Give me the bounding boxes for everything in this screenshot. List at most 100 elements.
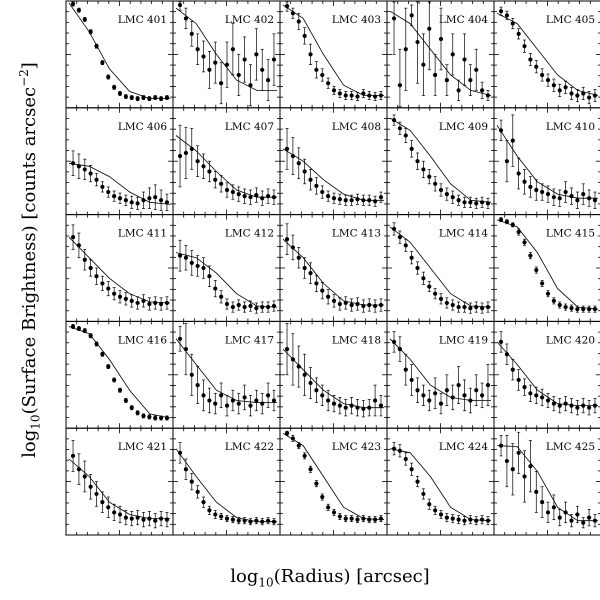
data-point: [510, 21, 515, 26]
data-point: [135, 410, 140, 415]
data-point: [378, 516, 384, 521]
panel-label: LMC 421: [118, 441, 167, 453]
data-point: [100, 281, 105, 286]
panel-label: LMC 415: [546, 228, 595, 240]
data-point: [141, 95, 146, 100]
data-point: [201, 393, 206, 398]
data-point: [415, 39, 420, 45]
data-point: [427, 284, 432, 289]
data-point: [522, 474, 527, 479]
data-point: [213, 401, 218, 406]
model-curve: [389, 226, 492, 308]
data-point: [409, 467, 414, 472]
data-point: [403, 47, 408, 52]
data-point: [361, 198, 366, 203]
data-point: [378, 93, 384, 98]
data-point: [427, 26, 432, 31]
data-point: [462, 200, 467, 205]
data-point: [76, 243, 82, 248]
data-point: [314, 67, 319, 72]
data-point: [129, 298, 134, 303]
data-point: [504, 219, 510, 224]
data-point: [195, 47, 200, 52]
data-point: [337, 197, 342, 202]
data-point: [213, 177, 218, 182]
data-point: [88, 29, 93, 34]
panel-label: LMC 425: [546, 441, 595, 453]
data-point: [450, 395, 455, 400]
data-point: [397, 448, 403, 453]
data-point: [409, 13, 414, 18]
data-point: [415, 159, 420, 164]
data-point: [545, 510, 551, 515]
data-point: [456, 382, 461, 388]
data-point: [129, 200, 134, 205]
data-point: [421, 276, 426, 281]
data-point: [326, 398, 331, 403]
data-point: [349, 198, 354, 203]
data-point: [498, 443, 504, 448]
data-point: [557, 302, 562, 308]
data-point: [540, 500, 545, 505]
model-curve: [68, 458, 170, 519]
panel-label: LMC 404: [439, 14, 488, 26]
data-point: [242, 395, 247, 400]
data-point: [296, 161, 301, 166]
data-point: [230, 304, 235, 310]
data-point: [207, 398, 212, 403]
data-point: [219, 393, 224, 398]
data-point: [153, 518, 158, 523]
data-point: [177, 336, 183, 341]
data-point: [177, 450, 183, 455]
data-point: [540, 189, 545, 195]
data-point: [254, 518, 259, 523]
data-point: [106, 505, 111, 510]
panel: LMC 424: [386, 427, 495, 536]
data-point: [248, 403, 253, 408]
data-point: [164, 517, 170, 522]
data-point: [207, 508, 212, 513]
data-point: [265, 393, 271, 398]
data-point: [158, 301, 164, 307]
data-point: [106, 74, 111, 80]
data-point: [444, 191, 449, 197]
data-point: [575, 93, 580, 98]
data-point: [581, 520, 586, 525]
data-point: [230, 398, 235, 403]
data-point: [450, 516, 455, 521]
data-point: [485, 304, 491, 310]
panel: LMC 407: [172, 107, 281, 216]
data-point: [498, 217, 504, 222]
data-point: [236, 191, 241, 197]
data-point: [177, 253, 183, 258]
data-point: [308, 467, 313, 472]
data-point: [433, 181, 438, 186]
data-point: [409, 255, 414, 260]
data-point: [326, 194, 331, 199]
data-point: [438, 187, 444, 193]
data-point: [551, 401, 556, 406]
panel: LMC 416: [65, 320, 174, 429]
data-point: [438, 512, 444, 517]
data-point: [522, 179, 527, 184]
data-point: [557, 88, 562, 93]
data-point: [391, 339, 397, 345]
data-point: [207, 169, 212, 174]
panel: LMC 408: [279, 107, 388, 216]
data-point: [433, 391, 438, 396]
data-point: [82, 257, 87, 262]
data-point: [123, 296, 128, 301]
data-point: [367, 198, 372, 203]
data-point: [135, 300, 140, 306]
panel: LMC 417: [172, 320, 281, 429]
data-point: [141, 413, 146, 419]
data-point: [372, 199, 378, 204]
data-point: [551, 83, 556, 88]
data-point: [592, 93, 598, 98]
data-point: [474, 518, 479, 523]
data-point: [195, 489, 200, 494]
data-point: [337, 301, 342, 307]
data-point: [147, 414, 152, 420]
data-point: [409, 146, 414, 151]
data-point: [135, 515, 140, 520]
